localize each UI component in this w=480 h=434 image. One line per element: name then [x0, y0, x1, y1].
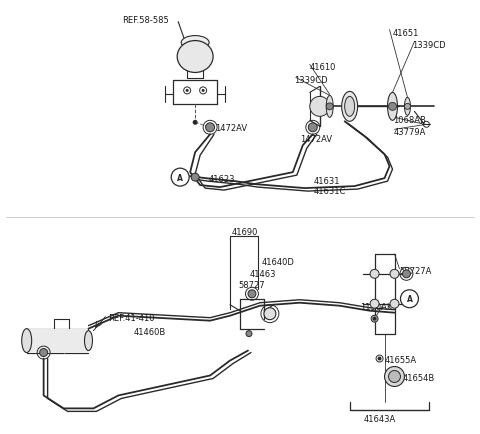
Text: 41460B: 41460B: [133, 327, 166, 336]
Circle shape: [370, 270, 379, 279]
Text: 43779A: 43779A: [394, 128, 426, 137]
Ellipse shape: [177, 42, 213, 73]
Circle shape: [310, 97, 330, 117]
Bar: [27, 329, 88, 353]
Circle shape: [186, 90, 189, 93]
Text: A: A: [177, 173, 183, 182]
Circle shape: [370, 299, 379, 309]
Circle shape: [191, 174, 199, 182]
Text: 1472AV: 1472AV: [300, 135, 332, 144]
Text: 1068AB: 1068AB: [394, 116, 426, 125]
Circle shape: [40, 349, 48, 357]
Circle shape: [402, 270, 410, 278]
Circle shape: [388, 371, 400, 383]
Text: 58727: 58727: [238, 280, 264, 289]
Ellipse shape: [342, 92, 358, 122]
Text: REF.41-410: REF.41-410: [108, 313, 155, 322]
Text: 1339CD: 1339CD: [294, 76, 327, 85]
Text: 41654B: 41654B: [402, 373, 435, 381]
Text: A: A: [407, 295, 412, 303]
Text: 1130AK: 1130AK: [360, 302, 392, 311]
Text: 41655A: 41655A: [384, 355, 417, 364]
Circle shape: [384, 367, 405, 387]
Circle shape: [372, 317, 377, 321]
Text: 41631C: 41631C: [314, 187, 346, 196]
Circle shape: [400, 290, 419, 308]
Ellipse shape: [326, 96, 333, 118]
Ellipse shape: [345, 97, 355, 117]
Ellipse shape: [387, 93, 397, 121]
Circle shape: [390, 299, 399, 309]
Text: 1339CD: 1339CD: [412, 40, 446, 49]
Circle shape: [390, 270, 399, 279]
Circle shape: [405, 104, 410, 110]
Circle shape: [171, 169, 189, 187]
Text: 41463: 41463: [250, 269, 276, 278]
Text: 1472AV: 1472AV: [215, 124, 247, 133]
Circle shape: [202, 90, 204, 93]
Text: 41631: 41631: [314, 177, 340, 186]
Ellipse shape: [22, 329, 32, 353]
Circle shape: [378, 357, 382, 361]
Text: 58727A: 58727A: [399, 266, 432, 275]
Ellipse shape: [181, 36, 209, 50]
Text: REF.58-585: REF.58-585: [122, 16, 169, 25]
Circle shape: [308, 124, 317, 132]
Text: 41651: 41651: [393, 29, 419, 37]
Circle shape: [248, 290, 256, 298]
Circle shape: [192, 121, 198, 125]
Text: 41643A: 41643A: [363, 414, 396, 424]
Circle shape: [264, 308, 276, 320]
Circle shape: [205, 124, 215, 132]
Ellipse shape: [405, 98, 410, 116]
Circle shape: [371, 316, 378, 322]
Text: 41623: 41623: [209, 175, 235, 184]
Text: 41640D: 41640D: [262, 257, 295, 266]
Text: 41610: 41610: [310, 63, 336, 72]
Circle shape: [388, 103, 396, 111]
Text: 41690: 41690: [232, 227, 258, 237]
Ellipse shape: [84, 331, 93, 351]
Circle shape: [246, 331, 252, 337]
Circle shape: [326, 104, 333, 111]
